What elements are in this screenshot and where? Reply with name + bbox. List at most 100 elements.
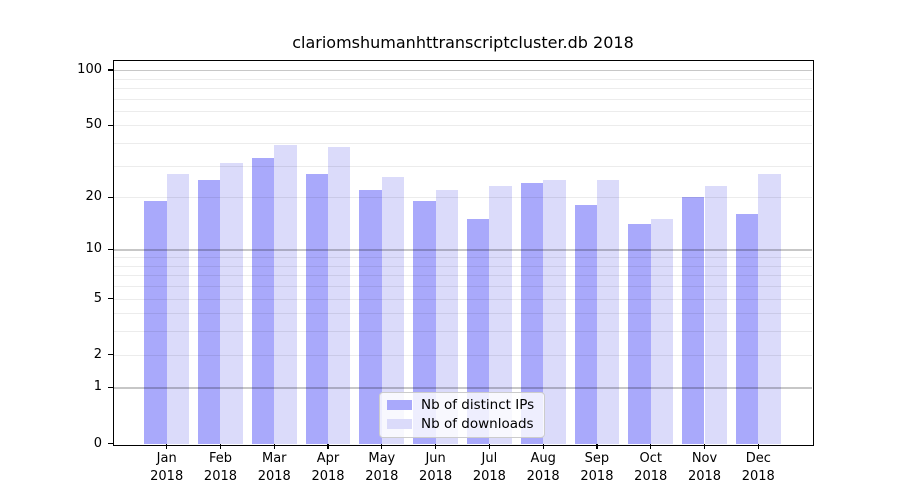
y-tick-50: [108, 124, 114, 126]
bar-nb-of-downloads-jan: [166, 173, 190, 444]
x-tick-dec: [757, 444, 759, 449]
x-tick-label-may: May 2018: [350, 450, 414, 485]
gridline-8: [114, 265, 812, 267]
bar-nb-of-downloads-nov: [704, 186, 727, 444]
x-tick-feb: [219, 444, 222, 449]
legend-swatch-downloads: [387, 419, 412, 429]
bar-nb-of-downloads-oct: [650, 219, 674, 444]
bar-nb-of-downloads-jun: [435, 189, 458, 444]
y-tick-label-50: 50: [85, 117, 102, 133]
y-tick-label-10: 10: [85, 241, 102, 257]
x-tick-sep: [596, 444, 598, 449]
y-tick-20: [108, 196, 114, 198]
x-tick-mar: [273, 444, 275, 449]
legend-label-distinct-ips: Nb of distinct IPs: [421, 397, 535, 413]
x-tick-year-may: 2018: [365, 468, 399, 484]
y-tick-label-5: 5: [93, 290, 102, 306]
y-tick-label-0: 0: [93, 435, 102, 451]
x-tick-month-dec: Dec: [745, 451, 771, 466]
x-tick-apr: [327, 444, 329, 449]
bar-nb-of-distinct-ips-aug: [520, 183, 544, 444]
x-tick-label-apr: Apr 2018: [296, 450, 360, 485]
x-tick-label-aug: Aug 2018: [511, 450, 575, 485]
y-tick-0: [108, 442, 114, 445]
x-tick-label-jan: Jan 2018: [135, 450, 199, 485]
bar-nb-of-distinct-ips-sep: [574, 205, 597, 444]
gridline-70: [114, 98, 812, 100]
x-tick-month-aug: Aug: [530, 451, 556, 466]
legend-row-distinct-ips: Nb of distinct IPs: [387, 397, 534, 413]
gridline-60: [114, 110, 812, 112]
gridline-6: [114, 286, 812, 288]
y-tick-label-20: 20: [85, 189, 102, 205]
x-tick-label-oct: Oct 2018: [619, 450, 683, 485]
x-tick-year-sep: 2018: [580, 468, 614, 484]
x-tick-year-nov: 2018: [687, 468, 722, 484]
bar-nb-of-downloads-apr: [328, 147, 351, 444]
bar-nb-of-distinct-ips-feb: [198, 179, 221, 444]
gridline-20: [114, 197, 812, 199]
gridline-30: [114, 165, 812, 167]
x-tick-year-jan: 2018: [150, 468, 184, 484]
chart-legend: Nb of distinct IPs Nb of downloads: [379, 392, 546, 438]
bar-nb-of-distinct-ips-jul: [466, 219, 490, 444]
gridline-40: [114, 143, 812, 145]
x-tick-month-mar: Mar: [261, 451, 287, 466]
x-tick-month-jul: Jul: [481, 451, 498, 466]
x-tick-year-jul: 2018: [472, 468, 506, 484]
bar-nb-of-distinct-ips-jun: [413, 201, 436, 444]
x-tick-month-jun: Jun: [425, 451, 446, 466]
x-tick-month-nov: Nov: [691, 451, 718, 466]
x-tick-year-feb: 2018: [203, 468, 238, 484]
bar-nb-of-distinct-ips-jan: [144, 201, 167, 444]
bar-nb-of-distinct-ips-mar: [251, 158, 275, 444]
legend-row-downloads: Nb of downloads: [387, 416, 534, 432]
x-tick-month-oct: Oct: [639, 451, 662, 466]
bar-nb-of-downloads-jul: [489, 186, 512, 444]
gridline-100: [114, 70, 812, 72]
chart-title: clariomshumanhttranscriptcluster.db 2018: [292, 33, 634, 52]
y-tick-10: [108, 248, 114, 251]
x-tick-year-dec: 2018: [741, 468, 775, 484]
x-tick-year-oct: 2018: [634, 468, 668, 484]
bar-nb-of-distinct-ips-oct: [628, 224, 651, 444]
gridline-4: [114, 313, 812, 315]
x-tick-year-apr: 2018: [311, 468, 345, 484]
gridline-7: [114, 275, 812, 277]
x-tick-month-feb: Feb: [208, 451, 232, 466]
legend-swatch-distinct-ips: [387, 400, 412, 410]
y-tick-label-2: 2: [93, 346, 102, 362]
bar-nb-of-distinct-ips-dec: [735, 214, 759, 444]
x-tick-year-jun: 2018: [419, 468, 453, 484]
x-tick-nov: [703, 444, 706, 449]
x-tick-jan: [166, 444, 168, 449]
gridline-80: [114, 87, 812, 89]
bar-nb-of-downloads-feb: [220, 163, 243, 444]
x-tick-month-sep: Sep: [584, 451, 610, 466]
x-tick-label-dec: Dec 2018: [726, 450, 790, 485]
bar-nb-of-downloads-sep: [596, 179, 620, 444]
x-tick-label-mar: Mar 2018: [242, 450, 306, 485]
gridline-1: [114, 387, 812, 389]
x-tick-label-sep: Sep 2018: [565, 450, 629, 485]
x-tick-may: [381, 444, 383, 449]
x-tick-month-may: May: [368, 451, 396, 466]
gridline-3: [114, 331, 812, 333]
gridline-9: [114, 257, 812, 259]
gridline-50: [114, 125, 812, 127]
x-tick-label-nov: Nov 2018: [673, 450, 737, 485]
gridline-2: [114, 354, 812, 356]
x-tick-oct: [650, 444, 652, 449]
x-tick-jul: [488, 444, 490, 449]
gridline-5: [114, 298, 812, 300]
x-tick-label-feb: Feb 2018: [188, 450, 252, 485]
y-tick-2: [108, 354, 114, 356]
bar-nb-of-distinct-ips-nov: [682, 197, 705, 444]
y-tick-1: [108, 386, 114, 388]
x-tick-aug: [542, 444, 544, 449]
x-tick-label-jun: Jun 2018: [404, 450, 468, 485]
x-tick-year-mar: 2018: [257, 468, 291, 484]
bar-nb-of-downloads-may: [381, 176, 405, 444]
x-tick-month-jan: Jan: [156, 451, 177, 466]
gridline-10: [114, 249, 812, 251]
